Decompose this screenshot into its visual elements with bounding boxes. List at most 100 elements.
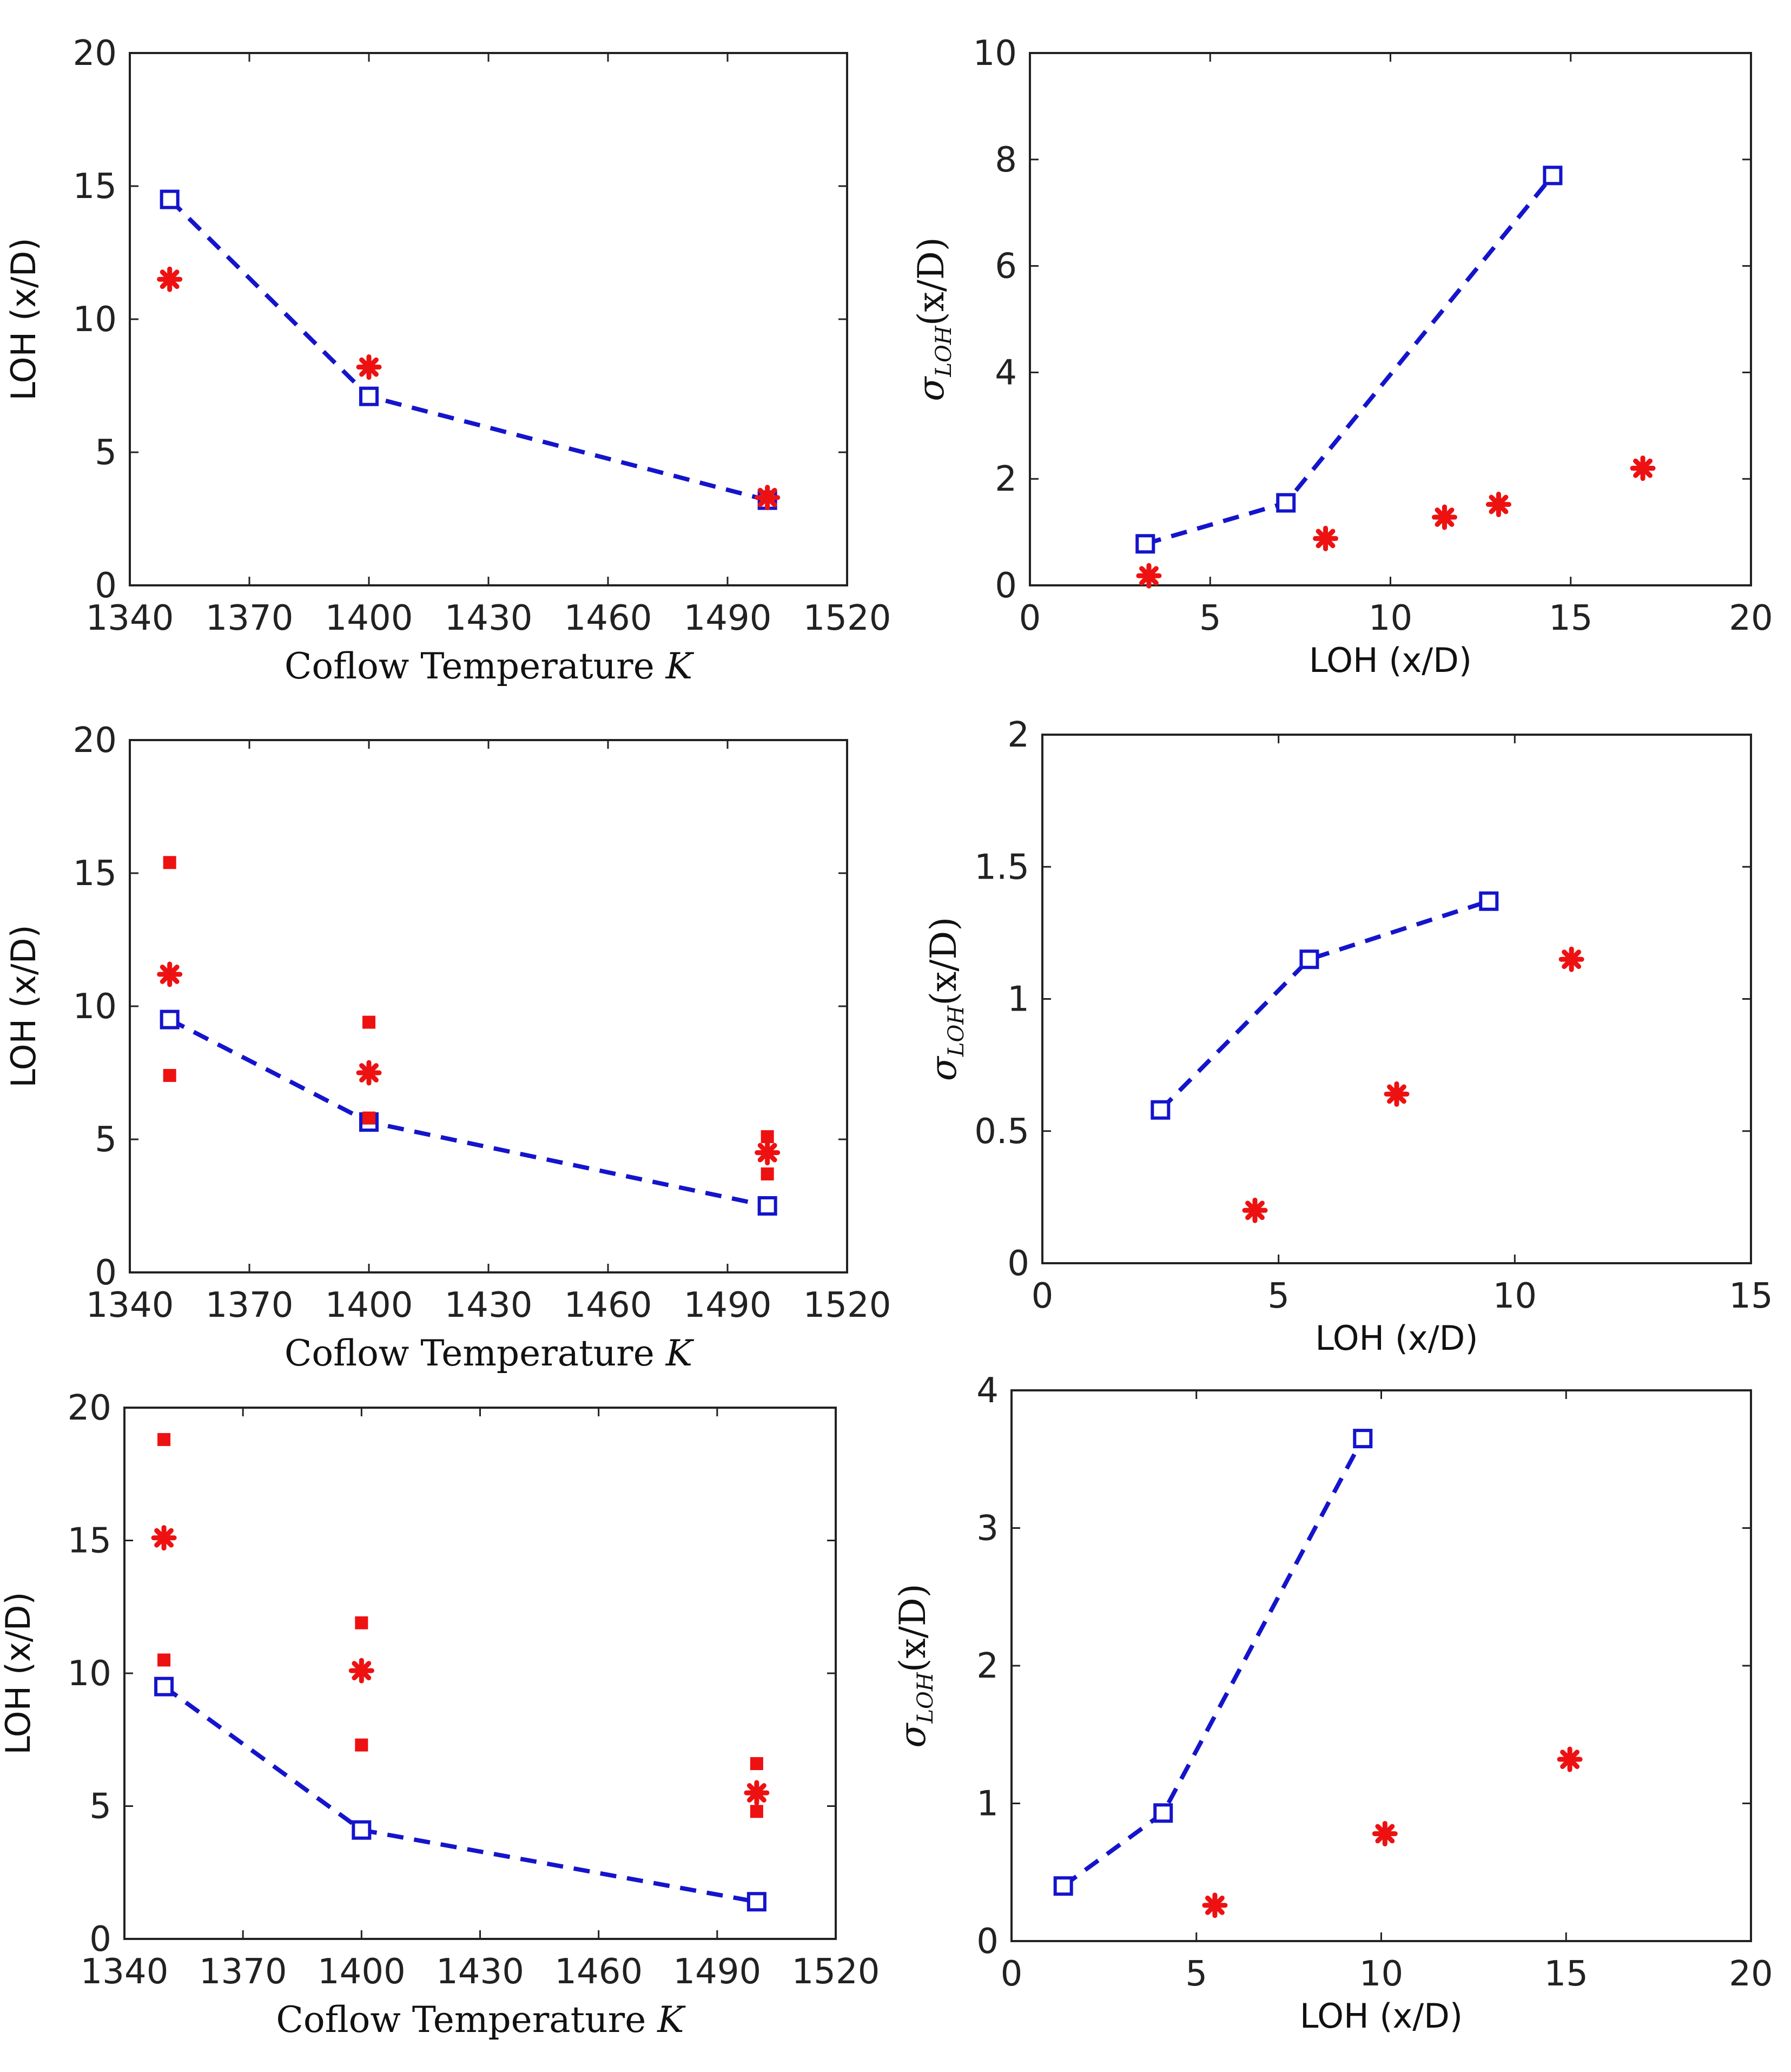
x-tick-label: 10 xyxy=(1493,1276,1537,1316)
data-point-star xyxy=(1136,563,1162,589)
x-tick-label: 20 xyxy=(1729,598,1773,638)
data-point-star xyxy=(356,1060,382,1086)
plot-3: 1340 1370 1400 1430 1460 1490 152005101520Cofl… xyxy=(4,721,891,1374)
x-axis-label: LOH (x/D) xyxy=(1309,641,1472,680)
data-point-star xyxy=(1372,1820,1398,1846)
x-tick-label: 15 xyxy=(1549,598,1592,638)
star-core xyxy=(160,1534,168,1542)
data-point-star xyxy=(1630,456,1656,481)
star-core xyxy=(1495,500,1503,509)
star-core xyxy=(365,1069,373,1077)
series-blue-squares-dashed xyxy=(154,1677,766,1912)
x-tick-label: 1430 xyxy=(436,1952,524,1992)
x-tick-label: 1400 xyxy=(325,598,413,638)
data-point-star xyxy=(1384,1081,1410,1107)
dashed-line xyxy=(1159,899,1490,1112)
x-tick-label: 10 xyxy=(1359,1954,1403,1994)
y-tick-label: 2 xyxy=(995,459,1017,499)
x-axis-label-text: Coflow Temperature xyxy=(285,1332,666,1374)
y-tick-label: 20 xyxy=(73,721,117,761)
series-blue-squares-dashed xyxy=(1151,891,1499,1120)
y-axis-label: LOH (x/D) xyxy=(4,925,43,1087)
x-axis-label-variable: K xyxy=(657,1999,686,2041)
data-point-star xyxy=(1202,1892,1228,1918)
data-point-square xyxy=(757,1196,777,1216)
y-tick-label: 0 xyxy=(95,566,117,606)
star-core xyxy=(1440,513,1449,522)
y-tick-label: 0 xyxy=(95,1253,117,1293)
x-tick-label: 1370 xyxy=(199,1952,287,1992)
x-tick-label: 5 xyxy=(1185,1954,1207,1994)
y-tick-label: 20 xyxy=(73,34,117,74)
y-axis-label-subscript: LOH xyxy=(944,1005,969,1057)
y-tick-label: 15 xyxy=(68,1521,111,1561)
y-tick-label: 15 xyxy=(73,167,117,207)
data-point-star xyxy=(151,1525,177,1551)
x-tick-label: 1370 xyxy=(206,1285,294,1325)
data-point-square xyxy=(359,386,379,406)
x-tick-label: 1520 xyxy=(803,598,891,638)
data-point-square xyxy=(1479,891,1499,911)
data-point-square xyxy=(1299,949,1319,969)
series-red-stars xyxy=(157,266,781,511)
y-tick-label: 0 xyxy=(976,1922,999,1962)
data-point-star xyxy=(348,1658,374,1684)
series-red-filled-squares xyxy=(157,1433,763,1818)
x-tick-label: 1340 xyxy=(86,598,174,638)
y-tick-label: 0 xyxy=(89,1919,111,1959)
series-blue-squares-dashed xyxy=(1135,166,1563,554)
data-point-square xyxy=(1151,1100,1171,1120)
y-axis-label: LOH (x/D) xyxy=(4,237,43,400)
x-tick-label: 1400 xyxy=(325,1285,413,1325)
y-tick-label: 1 xyxy=(1007,980,1029,1020)
x-tick-label: 5 xyxy=(1267,1276,1290,1316)
y-tick-label: 15 xyxy=(73,854,117,894)
y-tick-label: 4 xyxy=(976,1371,999,1411)
data-point-square xyxy=(1153,1803,1173,1823)
series-red-stars xyxy=(157,961,781,1166)
y-tick-label: 2 xyxy=(976,1646,999,1686)
series-red-stars xyxy=(151,1525,770,1806)
data-point-square xyxy=(160,189,180,209)
star-core xyxy=(1211,1901,1219,1909)
y-tick-label: 10 xyxy=(68,1654,111,1694)
y-axis-label-sigma: σ xyxy=(923,1055,964,1081)
y-tick-label: 3 xyxy=(976,1509,999,1549)
data-point-filled-square xyxy=(362,1111,375,1125)
series-red-filled-squares xyxy=(163,856,774,1180)
data-point-square xyxy=(1353,1429,1373,1449)
data-point-star xyxy=(356,354,382,380)
x-tick-label: 1340 xyxy=(86,1285,174,1325)
x-tick-label: 1430 xyxy=(445,598,533,638)
data-point-star xyxy=(755,1140,781,1166)
y-tick-label: 10 xyxy=(973,34,1017,74)
y-axis-label-rest: (x/D) xyxy=(923,917,964,1006)
star-core xyxy=(358,1667,366,1675)
x-tick-label: 1340 xyxy=(81,1952,169,1992)
data-point-filled-square xyxy=(163,1068,176,1082)
x-axis-label-variable: K xyxy=(665,1332,695,1374)
x-tick-label: 20 xyxy=(1729,1954,1773,1994)
y-tick-label: 5 xyxy=(89,1787,111,1827)
x-tick-label: 1460 xyxy=(564,1285,652,1325)
y-tick-label: 2 xyxy=(1007,715,1029,755)
data-point-filled-square xyxy=(157,1433,171,1446)
data-point-star xyxy=(157,961,183,987)
x-tick-label: 15 xyxy=(1544,1954,1588,1994)
y-axis-label-subscript: LOH xyxy=(931,325,956,377)
y-axis-label-sigma: σ xyxy=(892,1723,934,1748)
data-point-square xyxy=(1135,534,1155,554)
x-tick-label: 1520 xyxy=(792,1952,880,1992)
x-axis-label: LOH (x/D) xyxy=(1300,1996,1463,2036)
x-axis-label: Coflow Temperature K xyxy=(276,1999,686,2041)
data-point-star xyxy=(744,1780,770,1806)
data-point-square xyxy=(1276,493,1296,513)
data-point-filled-square xyxy=(761,1167,774,1180)
y-axis-label: LOH (x/D) xyxy=(0,1592,38,1754)
data-point-filled-square xyxy=(163,856,176,869)
star-core xyxy=(763,1149,771,1157)
x-tick-label: 1490 xyxy=(684,598,772,638)
y-axis-label: σLOH(x/D) xyxy=(923,917,969,1081)
x-tick-label: 0 xyxy=(1001,1954,1023,1994)
